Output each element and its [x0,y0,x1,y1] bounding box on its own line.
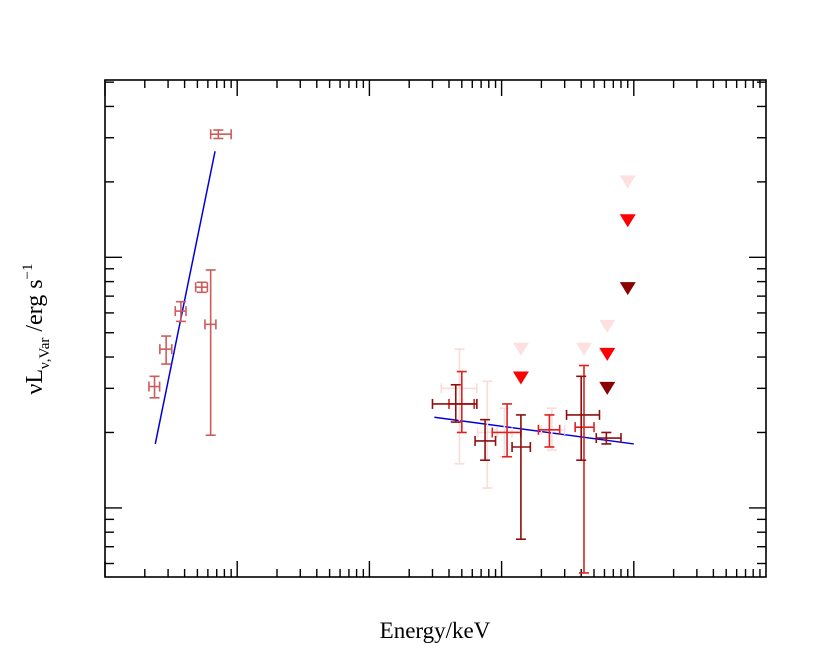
fit-lines [154,151,634,445]
data-point [174,300,187,323]
data-point [474,418,497,462]
data-point [204,269,217,437]
upper-limit-marker [619,214,636,228]
y-axis-label-sub: ν,Var [37,338,53,369]
upper-limit-marker [599,381,616,395]
upper-limit-marker [512,342,529,356]
x-axis-label: Energy/keV [380,618,491,643]
y-axis-label-unit: /erg s [22,279,48,337]
upper-limit-marker [599,319,616,333]
y-axis-label-sup: −1 [20,263,36,279]
data-point [440,348,478,465]
upper-limit-marker [599,347,616,361]
data-point [476,380,497,489]
data-point [209,129,232,140]
y-axis-label-nu: ν [22,384,48,395]
data-point [194,281,209,294]
xray-fit-line [434,416,634,445]
y-axis-label: νLν,Var /erg s−1 [20,263,53,394]
data-point [148,375,161,399]
upper-limit-marker [619,175,636,189]
uv-fit-line [154,151,216,445]
data-point [565,375,601,462]
upper-limits [512,175,636,395]
data-point [511,414,532,541]
data-points [148,129,622,574]
data-point [491,403,522,458]
upper-limit-marker [512,371,529,385]
upper-limit-marker [619,282,636,296]
data-point [159,335,173,365]
y-axis-label-l: L [22,369,48,384]
upper-limit-marker [575,342,592,356]
plot-frame [104,79,767,578]
data-point [537,414,561,448]
data-point [574,364,595,574]
data-point [595,431,622,445]
data-point [431,383,478,423]
axis-ticks [104,80,766,577]
data-point [448,370,475,434]
